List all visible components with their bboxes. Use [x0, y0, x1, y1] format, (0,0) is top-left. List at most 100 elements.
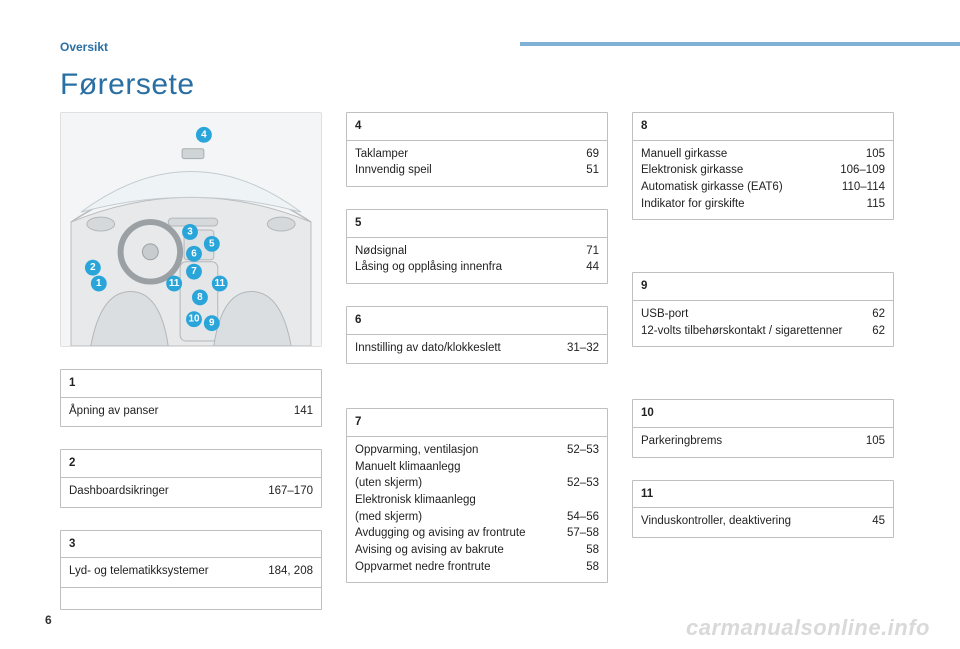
box-1-num: 1	[61, 370, 321, 398]
table-row: Innstilling av dato/klokkeslett 31–32	[355, 340, 599, 357]
row-label: Elektronisk girkasse	[641, 162, 832, 179]
column-2: 4 Taklamper 69 Innvendig speil 51 5	[346, 112, 608, 610]
marker-label-7: 7	[191, 266, 197, 277]
row-label: Dashboardsikringer	[69, 483, 260, 500]
row-label: Manuelt klimaanlegg (uten skjerm)	[355, 459, 559, 492]
row-label: Oppvarmet nedre frontrute	[355, 559, 578, 576]
box-5: 5 Nødsignal 71 Låsing og opplåsing innen…	[346, 209, 608, 284]
table-row: Elektronisk klimaanlegg (med skjerm) 54–…	[355, 492, 599, 525]
row-label: Lyd- og telematikksystemer	[69, 563, 260, 580]
box-3-blank	[61, 587, 321, 609]
row-pages: 106–109	[840, 162, 885, 179]
table-row: Vinduskontroller, deaktivering 45	[641, 513, 885, 530]
row-pages: 115	[867, 196, 885, 213]
row-label: USB-port	[641, 306, 864, 323]
column-1: 1 2 3 4 5 6 7 8 9 10 11 11 1 Åpning av panser 141 2…	[60, 112, 322, 610]
row-pages: 52–53	[567, 442, 599, 459]
box-4: 4 Taklamper 69 Innvendig speil 51	[346, 112, 608, 187]
table-row: 12-volts tilbehørskontakt / sigarettenne…	[641, 323, 885, 340]
row-label: Automatisk girkasse (EAT6)	[641, 179, 834, 196]
box-2-num: 2	[61, 450, 321, 478]
box-6-num: 6	[347, 307, 607, 335]
row-label-sub: (med skjerm)	[355, 511, 422, 523]
row-pages: 62	[872, 323, 885, 340]
box-9: 9 USB-port 62 12-volts tilbehørskontakt …	[632, 272, 894, 347]
box-6: 6 Innstilling av dato/klokkeslett 31–32	[346, 306, 608, 364]
watermark: carmanualsonline.info	[686, 615, 930, 641]
box-2: 2 Dashboardsikringer 167–170	[60, 449, 322, 507]
row-pages: 51	[586, 162, 599, 179]
box-3-num: 3	[61, 531, 321, 559]
page: Oversikt Førersete	[0, 0, 960, 649]
row-label-sub: (uten skjerm)	[355, 477, 422, 489]
marker-label-10: 10	[188, 314, 200, 325]
column-3: 8 Manuell girkasse 105 Elektronisk girka…	[632, 112, 894, 610]
row-label: 12-volts tilbehørskontakt / sigarettenne…	[641, 323, 864, 340]
row-label: Oppvarming, ventilasjon	[355, 442, 559, 459]
row-pages: 58	[586, 559, 599, 576]
box-1: 1 Åpning av panser 141	[60, 369, 322, 427]
row-label: Avising og avising av bakrute	[355, 542, 578, 559]
row-pages: 57–58	[567, 525, 599, 542]
row-label: Taklamper	[355, 146, 578, 163]
box-10: 10 Parkeringbrems 105	[632, 399, 894, 457]
marker-label-3: 3	[187, 226, 193, 237]
row-pages: 44	[586, 259, 599, 276]
table-row: Manuelt klimaanlegg (uten skjerm) 52–53	[355, 459, 599, 492]
table-row: Elektronisk girkasse 106–109	[641, 162, 885, 179]
row-label: Innstilling av dato/klokkeslett	[355, 340, 559, 357]
row-pages: 110–114	[842, 179, 885, 196]
box-11-num: 11	[633, 481, 893, 509]
row-pages: 105	[866, 433, 885, 450]
marker-label-1: 1	[96, 278, 102, 289]
marker-label-9: 9	[209, 318, 215, 329]
marker-label-5: 5	[209, 238, 215, 249]
table-row: Manuell girkasse 105	[641, 146, 885, 163]
page-title: Førersete	[60, 68, 900, 102]
row-pages: 71	[586, 243, 599, 260]
table-row: USB-port 62	[641, 306, 885, 323]
box-10-num: 10	[633, 400, 893, 428]
row-pages: 54–56	[567, 509, 599, 526]
table-row: Låsing og opplåsing innenfra 44	[355, 259, 599, 276]
table-row: Åpning av panser 141	[69, 403, 313, 420]
row-label: Låsing og opplåsing innenfra	[355, 259, 578, 276]
row-label: Vinduskontroller, deaktivering	[641, 513, 864, 530]
row-pages: 141	[294, 403, 313, 420]
row-label: Parkeringbrems	[641, 433, 858, 450]
box-8: 8 Manuell girkasse 105 Elektronisk girka…	[632, 112, 894, 220]
marker-label-8: 8	[197, 292, 203, 303]
row-pages: 58	[586, 542, 599, 559]
table-row: Nødsignal 71	[355, 243, 599, 260]
row-label-main: Elektronisk klimaanlegg	[355, 494, 476, 506]
row-label: Åpning av panser	[69, 403, 286, 420]
table-row: Taklamper 69	[355, 146, 599, 163]
box-7-num: 7	[347, 409, 607, 437]
row-label: Elektronisk klimaanlegg (med skjerm)	[355, 492, 559, 525]
table-row: Dashboardsikringer 167–170	[69, 483, 313, 500]
marker-label-6: 6	[191, 248, 197, 259]
row-pages: 45	[872, 513, 885, 530]
row-label: Avdugging og avising av frontrute	[355, 525, 559, 542]
row-label: Indikator for girskifte	[641, 196, 859, 213]
box-5-num: 5	[347, 210, 607, 238]
row-pages: 52–53	[567, 475, 599, 492]
table-row: Automatisk girkasse (EAT6) 110–114	[641, 179, 885, 196]
table-row: Parkeringbrems 105	[641, 433, 885, 450]
row-pages: 167–170	[268, 483, 313, 500]
marker-label-11: 11	[169, 278, 180, 289]
table-row: Innvendig speil 51	[355, 162, 599, 179]
row-pages: 105	[866, 146, 885, 163]
dashboard-illustration: 123456789101111	[60, 112, 322, 347]
row-pages: 69	[586, 146, 599, 163]
page-number: 6	[45, 613, 52, 627]
row-label-main: Manuelt klimaanlegg	[355, 461, 460, 473]
box-3: 3 Lyd- og telematikksystemer 184, 208	[60, 530, 322, 610]
row-pages: 184, 208	[268, 563, 313, 580]
marker-label-4: 4	[201, 129, 207, 140]
header-accent-bar	[520, 42, 960, 46]
marker-label-11: 11	[215, 278, 226, 289]
table-row: Avdugging og avising av frontrute 57–58	[355, 525, 599, 542]
table-row: Lyd- og telematikksystemer 184, 208	[69, 563, 313, 580]
box-7: 7 Oppvarming, ventilasjon 52–53 Manuelt …	[346, 408, 608, 583]
